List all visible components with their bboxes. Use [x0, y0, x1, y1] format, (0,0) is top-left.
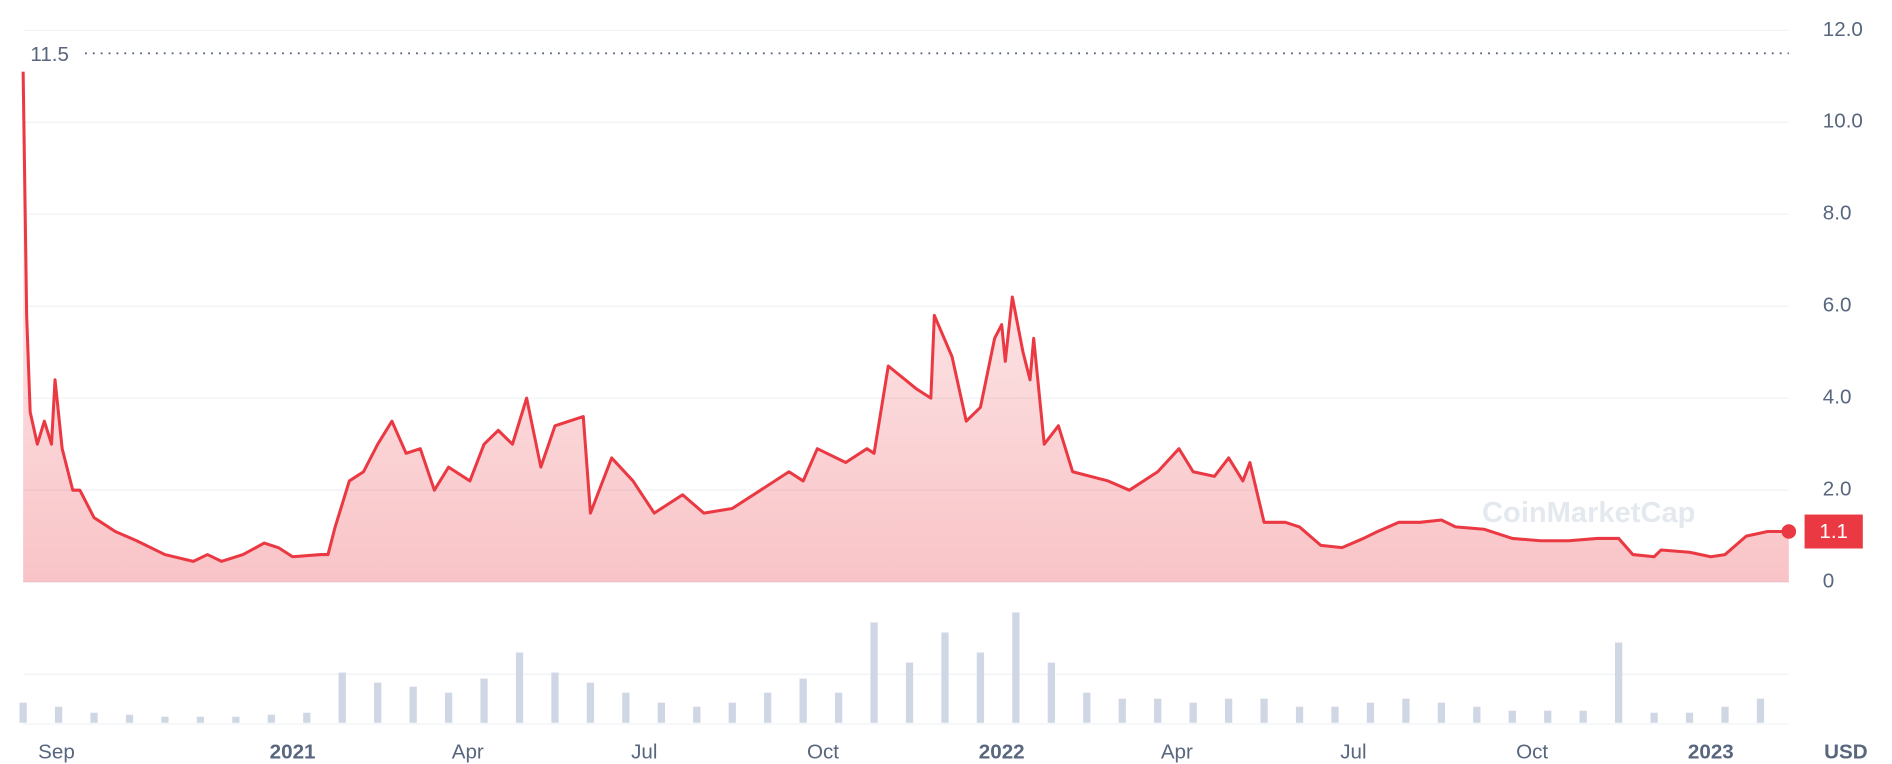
volume-bar	[1579, 710, 1587, 723]
last-price-box	[1804, 514, 1863, 549]
volume-bar	[1650, 712, 1658, 723]
x-tick-label: Apr	[452, 741, 484, 764]
volume-bar	[764, 692, 772, 723]
x-tick-label: Apr	[1161, 741, 1193, 764]
volume-bar	[54, 706, 63, 723]
volume-bar	[976, 652, 985, 723]
volume-bar	[444, 692, 453, 723]
volume-bar	[1508, 710, 1516, 723]
x-tick-label: Oct	[1516, 741, 1548, 764]
y-tick-label: 0	[1823, 570, 1834, 593]
y-tick-label: 8.0	[1823, 202, 1852, 225]
volume-bar	[1437, 702, 1445, 723]
volume-bar	[1721, 706, 1729, 723]
last-point	[1781, 524, 1797, 539]
volume-bar	[515, 652, 524, 723]
x-tick-label: Sep	[38, 741, 75, 764]
y-tick-label: 2.0	[1823, 478, 1852, 501]
y-tick-label: 12.0	[1823, 18, 1863, 41]
x-tick-label: Jul	[631, 741, 657, 764]
volume-bar	[693, 706, 701, 723]
volume-bar	[1544, 710, 1552, 723]
volume-bar	[196, 716, 205, 723]
volume-bar	[622, 692, 630, 723]
volume-bar	[125, 714, 134, 723]
volume-bar	[338, 672, 346, 723]
volume-bar	[1083, 692, 1091, 723]
volume-bar	[19, 702, 27, 723]
watermark: CoinMarketCap	[1482, 497, 1695, 529]
volume-bar	[1154, 698, 1162, 723]
x-tick-label: Oct	[807, 741, 839, 764]
volume-bar	[1366, 702, 1375, 723]
volume-bar	[657, 702, 665, 723]
volume-bar	[551, 672, 559, 723]
volume-bar	[1224, 698, 1233, 723]
volume-bar	[870, 622, 878, 723]
last-price-label: 1.1	[1819, 520, 1848, 543]
max-label: 11.5	[30, 43, 69, 66]
volume-bar	[232, 716, 240, 723]
price-line	[21, 71, 1789, 563]
volume-bar	[1331, 706, 1339, 723]
volume-bar	[1189, 702, 1197, 723]
volume-bar	[1402, 698, 1410, 723]
volume-bar	[161, 716, 169, 723]
volume-bar	[1685, 712, 1694, 723]
volume-bar	[480, 678, 488, 723]
volume-bar	[1615, 642, 1623, 723]
x-tick-label: 2022	[979, 741, 1025, 764]
x-tick-label: 2021	[270, 741, 316, 764]
volume-bar	[834, 692, 843, 723]
price-area	[23, 71, 1789, 583]
volume-bar	[409, 686, 417, 723]
volume-bar	[1012, 612, 1020, 723]
volume-bar	[303, 712, 311, 723]
volume-bar	[1756, 698, 1765, 723]
y-tick-label: 4.0	[1823, 386, 1852, 409]
y-tick-label: 10.0	[1823, 110, 1863, 133]
volume-bar	[799, 678, 807, 723]
volume-bar	[941, 632, 949, 723]
y-tick-label: 6.0	[1823, 294, 1852, 317]
volume-bar	[267, 714, 275, 723]
volume-bar	[1047, 662, 1055, 723]
volume-bar	[1118, 698, 1126, 723]
x-tick-label: 2023	[1688, 741, 1734, 764]
volume-bar	[905, 662, 914, 723]
volume-bar	[586, 682, 595, 723]
volume-bar	[728, 702, 736, 723]
volume-bar	[1295, 706, 1304, 723]
volume-bar	[1473, 706, 1481, 723]
x-tick-label: Jul	[1340, 741, 1366, 764]
volume-bar	[374, 682, 382, 723]
currency-label: USD	[1824, 741, 1868, 764]
volume-bar	[90, 712, 98, 723]
volume-bar	[1260, 698, 1268, 723]
